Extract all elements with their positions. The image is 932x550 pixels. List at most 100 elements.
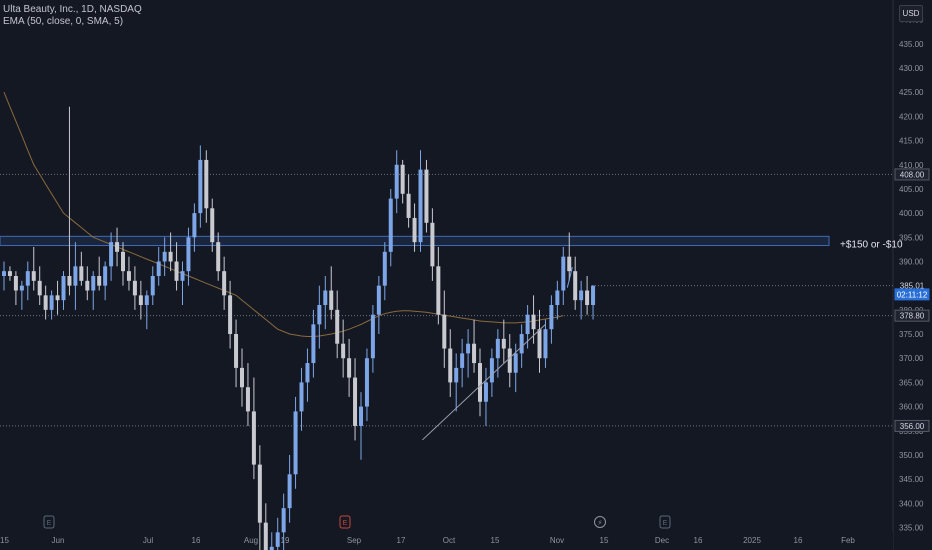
candle-body[interactable] bbox=[132, 280, 137, 296]
zone-annotation[interactable]: +$150 or -$10 bbox=[840, 240, 903, 251]
candle-body[interactable] bbox=[138, 295, 143, 306]
price-tag-plain[interactable] bbox=[895, 280, 929, 292]
candle-body[interactable] bbox=[531, 314, 536, 330]
candle-body[interactable] bbox=[418, 169, 423, 243]
currency-button[interactable]: USD bbox=[899, 5, 923, 22]
candle-body[interactable] bbox=[359, 406, 363, 426]
candle-body[interactable] bbox=[269, 546, 274, 550]
candle-body[interactable] bbox=[31, 271, 36, 281]
candle-body[interactable] bbox=[543, 329, 548, 359]
candle-body[interactable] bbox=[353, 377, 358, 426]
candle-body[interactable] bbox=[323, 290, 328, 306]
candle-body[interactable] bbox=[585, 290, 590, 306]
candle-body[interactable] bbox=[317, 305, 322, 325]
candle-body[interactable] bbox=[424, 169, 429, 223]
candle-body[interactable] bbox=[513, 353, 518, 373]
candle-body[interactable] bbox=[55, 295, 60, 301]
candle-body[interactable] bbox=[478, 363, 482, 402]
candle-body[interactable] bbox=[156, 261, 161, 276]
candle-body[interactable] bbox=[251, 411, 256, 465]
indicator-legend[interactable]: EMA (50, close, 0, SMA, 5) bbox=[3, 16, 124, 27]
candle-body[interactable] bbox=[394, 164, 399, 199]
candle-body[interactable] bbox=[234, 334, 239, 368]
candle-body[interactable] bbox=[168, 251, 173, 262]
candle-body[interactable] bbox=[549, 305, 554, 330]
candle-body[interactable] bbox=[43, 295, 48, 310]
candle-body[interactable] bbox=[222, 271, 227, 296]
candle-body[interactable] bbox=[240, 367, 244, 388]
candle-body[interactable] bbox=[364, 358, 369, 407]
earnings-event-marker[interactable] bbox=[659, 515, 671, 529]
candle-body[interactable] bbox=[472, 343, 477, 364]
ema-50-line[interactable] bbox=[3, 92, 564, 337]
candle-body[interactable] bbox=[37, 280, 42, 296]
price-tag-countdown[interactable] bbox=[894, 288, 930, 301]
candle-body[interactable] bbox=[287, 474, 292, 509]
candle-body[interactable] bbox=[257, 464, 262, 523]
candle-body[interactable] bbox=[489, 358, 494, 383]
candle-body[interactable] bbox=[305, 363, 310, 383]
candle-body[interactable] bbox=[442, 314, 447, 349]
candle-body[interactable] bbox=[49, 295, 54, 310]
candle-body[interactable] bbox=[341, 343, 346, 359]
candle-body[interactable] bbox=[186, 237, 191, 272]
candle-body[interactable] bbox=[299, 382, 304, 412]
candle-body[interactable] bbox=[466, 343, 471, 354]
candle-body[interactable] bbox=[126, 271, 131, 281]
candle-body[interactable] bbox=[85, 280, 90, 291]
candle-body[interactable] bbox=[263, 522, 268, 550]
candle-body[interactable] bbox=[591, 285, 596, 306]
candle-body[interactable] bbox=[210, 208, 215, 243]
candle-body[interactable] bbox=[115, 242, 120, 252]
candle-body[interactable] bbox=[370, 314, 375, 359]
candle-body[interactable] bbox=[311, 324, 316, 364]
candle-body[interactable] bbox=[400, 164, 405, 194]
candle-body[interactable] bbox=[406, 193, 411, 218]
candle-body[interactable] bbox=[376, 285, 381, 315]
candle-body[interactable] bbox=[97, 276, 102, 286]
candle-body[interactable] bbox=[150, 276, 155, 296]
candle-body[interactable] bbox=[204, 159, 209, 209]
candle-body[interactable] bbox=[495, 338, 500, 359]
candle-body[interactable] bbox=[2, 271, 6, 276]
candle-body[interactable] bbox=[567, 256, 572, 272]
candle-body[interactable] bbox=[7, 271, 12, 276]
candle-body[interactable] bbox=[382, 251, 387, 286]
candle-body[interactable] bbox=[121, 251, 125, 272]
candle-body[interactable] bbox=[174, 261, 179, 281]
projection-line[interactable] bbox=[566, 267, 573, 288]
candle-body[interactable] bbox=[561, 256, 566, 291]
candle-body[interactable] bbox=[79, 266, 84, 281]
price-tag-level[interactable] bbox=[894, 419, 930, 432]
candle-body[interactable] bbox=[275, 532, 280, 547]
candle-body[interactable] bbox=[216, 242, 221, 272]
candle-body[interactable] bbox=[245, 387, 250, 412]
price-axis[interactable] bbox=[893, 0, 932, 550]
candle-body[interactable] bbox=[519, 334, 524, 354]
candle-body[interactable] bbox=[109, 242, 114, 267]
symbol-title[interactable]: Ulta Beauty, Inc., 1D, NASDAQ bbox=[3, 4, 142, 15]
candle-body[interactable] bbox=[555, 290, 560, 306]
price-tag-level[interactable] bbox=[894, 309, 930, 322]
earnings-event-marker[interactable] bbox=[339, 515, 351, 529]
candle-body[interactable] bbox=[61, 276, 66, 301]
candle-body[interactable] bbox=[335, 309, 340, 344]
candle-body[interactable] bbox=[525, 314, 530, 335]
candle-body[interactable] bbox=[19, 285, 24, 291]
candle-body[interactable] bbox=[579, 290, 584, 301]
candle-body[interactable] bbox=[436, 266, 441, 315]
dividend-event-marker[interactable] bbox=[594, 516, 606, 528]
candle-body[interactable] bbox=[144, 295, 149, 306]
candle-body[interactable] bbox=[501, 338, 506, 349]
candle-body[interactable] bbox=[448, 348, 453, 383]
candle-body[interactable] bbox=[293, 411, 298, 475]
candle-body[interactable] bbox=[228, 295, 233, 335]
candle-body[interactable] bbox=[388, 198, 393, 252]
candle-body[interactable] bbox=[430, 222, 435, 267]
candle-body[interactable] bbox=[25, 271, 30, 286]
candle-body[interactable] bbox=[73, 266, 78, 286]
support-trendline[interactable] bbox=[422, 323, 546, 441]
candle-body[interactable] bbox=[103, 266, 108, 286]
candle-body[interactable] bbox=[192, 213, 197, 238]
